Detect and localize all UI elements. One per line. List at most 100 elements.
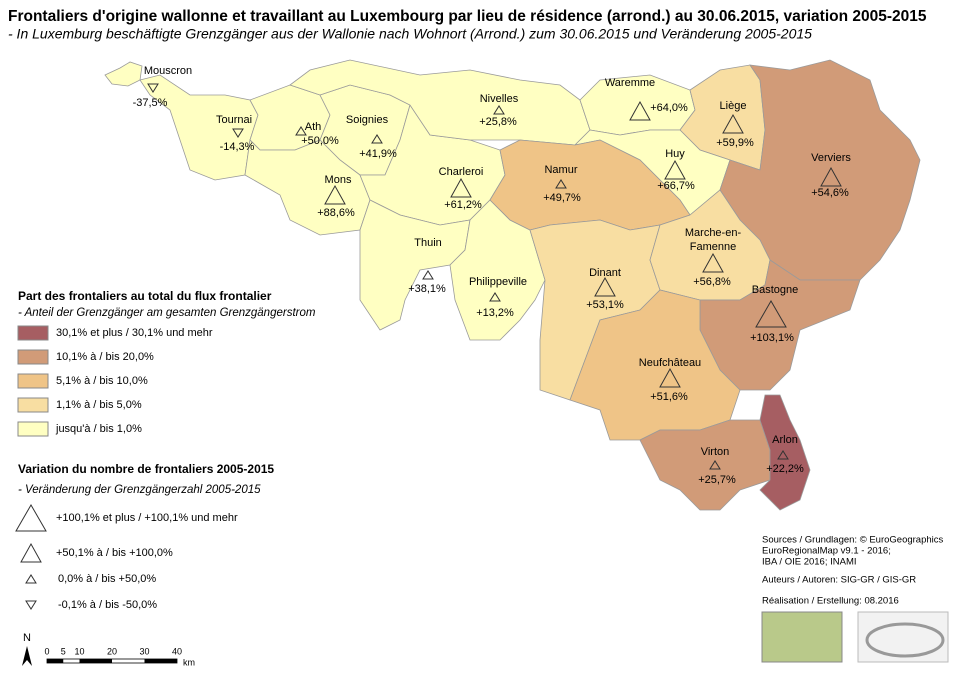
scale-tick-label: 10 xyxy=(74,646,84,656)
variation-label: +59,9% xyxy=(716,137,754,149)
triangle-symbol xyxy=(25,574,37,584)
source-text: Sources / Grundlagen: © EuroGeographics xyxy=(762,535,944,546)
north-label: N xyxy=(23,632,31,644)
triangle-symbol xyxy=(20,542,42,563)
region xyxy=(759,394,811,511)
triangle-symbol xyxy=(489,292,501,302)
variation-label: +38,1% xyxy=(408,283,446,295)
region-name: Mouscron xyxy=(144,65,192,77)
triangle-symbol xyxy=(594,276,616,297)
variation-label: +88,6% xyxy=(317,207,355,219)
triangle-symbol xyxy=(664,159,686,180)
north-arrow xyxy=(22,646,32,666)
legend: 30,1% et plus / 30,1% und mehr 10,1% à / … xyxy=(15,325,944,667)
variation-legend-subtitle: - Veränderung der Grenzgängerzahl 2005-2… xyxy=(18,484,261,496)
legend-swatch xyxy=(17,349,49,365)
legend-label: jusqu'à / bis 1,0% xyxy=(55,423,142,435)
variation-label: +56,8% xyxy=(693,276,731,288)
triangle-symbol xyxy=(555,179,567,189)
variation-label: +103,1% xyxy=(750,332,794,344)
region xyxy=(139,74,259,181)
logo-ring xyxy=(865,622,945,658)
share-legend-title: Part des frontaliers au total du flux fr… xyxy=(18,289,272,303)
region-name: Neufchâteau xyxy=(639,357,701,369)
triangle-symbol xyxy=(371,134,383,144)
region xyxy=(639,419,771,511)
triangle-symbol xyxy=(450,177,472,198)
region-name: Marche-en- xyxy=(685,227,742,239)
triangle-symbol xyxy=(820,166,842,187)
source-text: Auteurs / Autoren: SIG-GR / GIS-GR xyxy=(762,575,916,586)
variation-label: +66,7% xyxy=(657,180,695,192)
logos xyxy=(761,611,949,663)
source-text: IBA / OIE 2016; INAMI xyxy=(762,557,857,568)
region xyxy=(104,61,143,87)
triangle-symbol xyxy=(25,600,37,610)
legend-label: 30,1% et plus / 30,1% und mehr xyxy=(56,327,213,339)
scale-unit: km xyxy=(183,657,195,667)
region-name: Soignies xyxy=(346,114,389,126)
variation-label: +53,1% xyxy=(586,299,624,311)
triangle-symbol xyxy=(422,270,434,280)
region-name: Ath xyxy=(305,121,322,133)
scale-tick-label: 30 xyxy=(139,646,149,656)
variation-label: +50,0% xyxy=(301,135,339,147)
triangle-symbol xyxy=(777,450,789,460)
variation-label: +64,0% xyxy=(650,102,688,114)
region-name: Mons xyxy=(325,174,352,186)
triangle-symbol xyxy=(15,503,47,532)
logo xyxy=(761,611,843,663)
triangle-symbol xyxy=(295,126,307,136)
variation-label: +41,9% xyxy=(359,148,397,160)
regions xyxy=(104,59,921,511)
scale-tick-label: 5 xyxy=(61,646,66,656)
legend-swatch xyxy=(17,421,49,437)
triangle-symbol xyxy=(709,460,721,470)
region-name: Tournai xyxy=(216,114,252,126)
triangle-symbol xyxy=(629,100,651,121)
variation-label: +25,7% xyxy=(698,474,736,486)
region-name: Thuin xyxy=(414,237,442,249)
legend-swatch xyxy=(17,397,49,413)
region-name: Namur xyxy=(544,164,577,176)
subtitle: - In Luxemburg beschäftigte Grenzgänger … xyxy=(8,26,812,42)
region xyxy=(359,199,471,331)
scale-segment xyxy=(144,659,177,663)
region-name: Philippeville xyxy=(469,276,527,288)
variation-label: +49,7% xyxy=(543,192,581,204)
legend-label: +50,1% à / bis +100,0% xyxy=(56,547,173,559)
triangle-symbol xyxy=(147,83,159,93)
variation-legend-title: Variation du nombre de frontaliers 2005-… xyxy=(18,462,274,476)
region-name: Bastogne xyxy=(752,284,798,296)
triangle-symbol xyxy=(702,252,724,273)
legend-label: 0,0% à / bis +50,0% xyxy=(58,573,156,585)
legend-label: 1,1% à / bis 5,0% xyxy=(56,399,142,411)
variation-label: -14,3% xyxy=(220,141,255,153)
triangle-symbol xyxy=(722,113,744,134)
legend-swatch xyxy=(17,325,49,341)
variation-label: +13,2% xyxy=(476,307,514,319)
triangle-symbol xyxy=(324,184,346,205)
source-text: Réalisation / Erstellung: 08.2016 xyxy=(762,596,899,607)
region-name: Liège xyxy=(720,100,747,112)
title: Frontaliers d'origine wallonne et travai… xyxy=(8,8,927,25)
legend-label: +100,1% et plus / +100,1% und mehr xyxy=(56,512,238,524)
variation-label: +51,6% xyxy=(650,391,688,403)
logo xyxy=(857,611,949,663)
triangle-symbol xyxy=(493,105,505,115)
legend-label: -0,1% à / bis -50,0% xyxy=(58,599,157,611)
region-name: Famenne xyxy=(690,241,736,253)
region-name: Nivelles xyxy=(480,93,519,105)
region-name: Charleroi xyxy=(439,166,484,178)
region-name: Verviers xyxy=(811,152,851,164)
variation-label: +54,6% xyxy=(811,187,849,199)
source-text: EuroRegionalMap v9.1 - 2016; xyxy=(762,546,891,557)
region-name: Dinant xyxy=(589,267,621,279)
triangle-symbol xyxy=(755,299,787,328)
labels: Mouscron -37,5% Tournai -14,3% Ath +50,0% Soig… xyxy=(133,65,852,486)
scale-segment xyxy=(47,659,64,663)
variation-label: +22,2% xyxy=(766,463,804,475)
triangle-symbol xyxy=(232,128,244,138)
scale-tick-label: 0 xyxy=(44,646,49,656)
